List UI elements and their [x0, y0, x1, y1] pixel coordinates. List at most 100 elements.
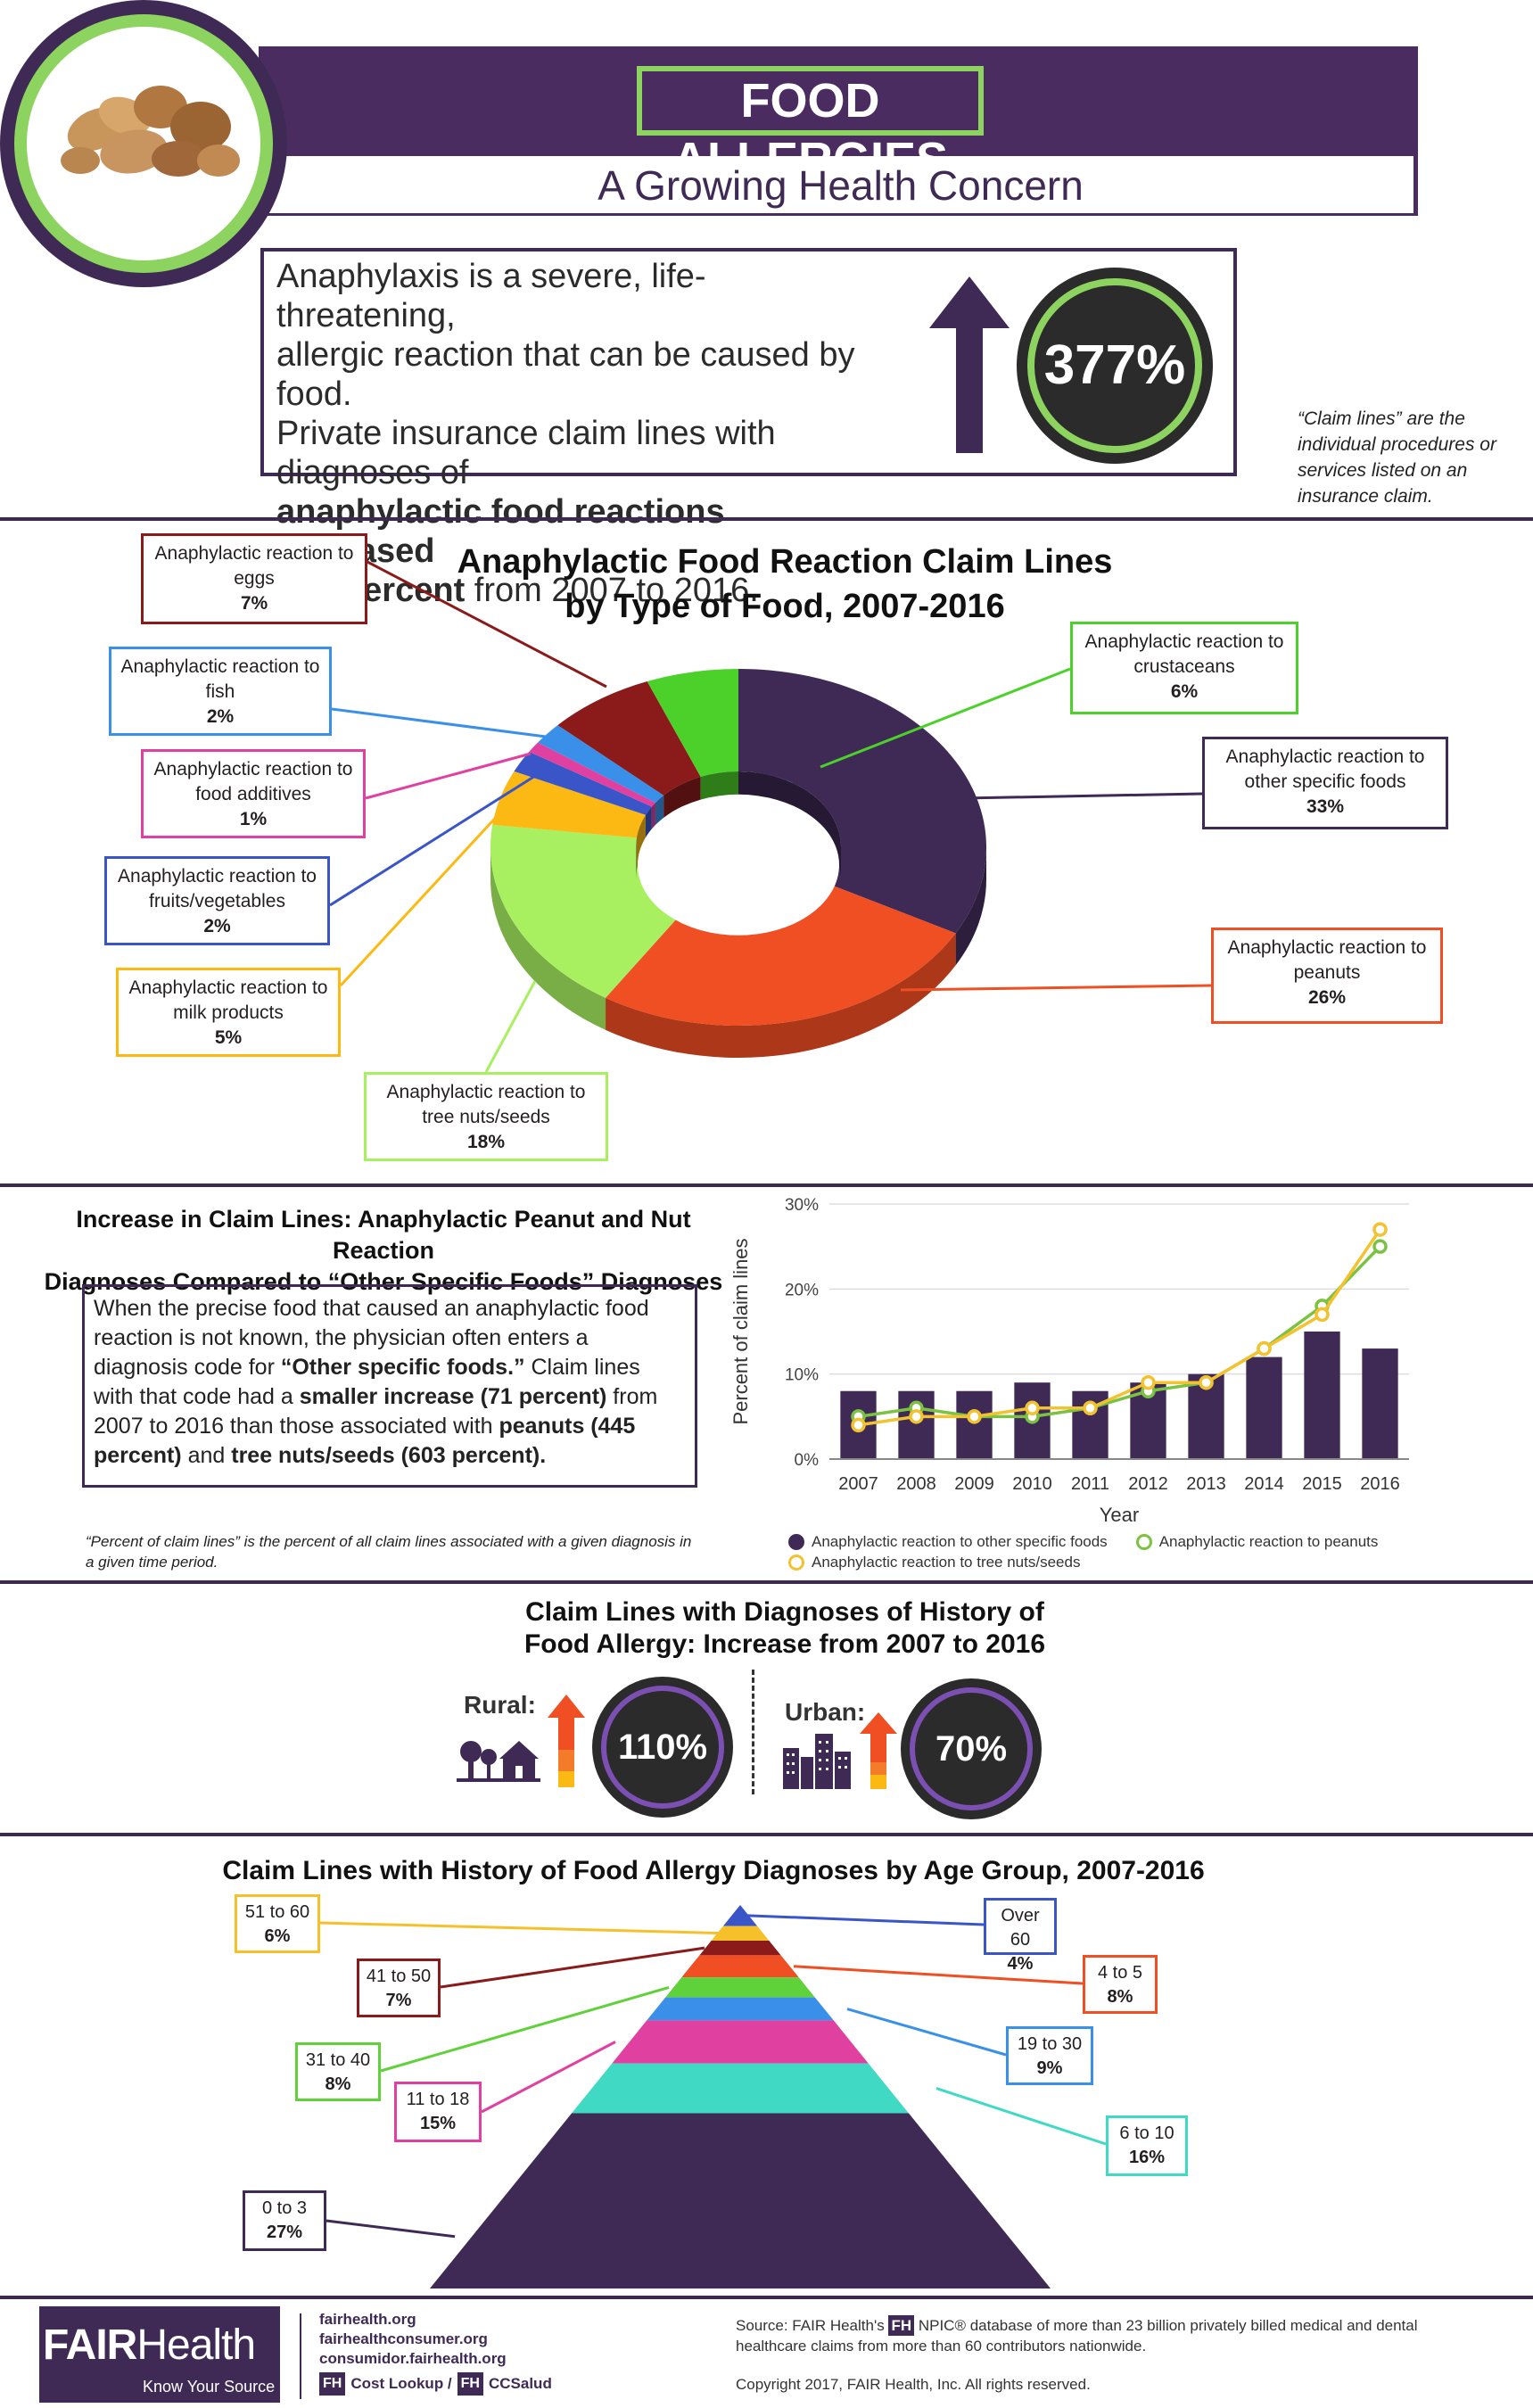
- increase-textbox: When the precise food that caused an ana…: [82, 1284, 697, 1488]
- callout-text: Anaphylactic reaction to: [1084, 631, 1284, 652]
- age-label: 4 to 5: [1097, 1963, 1143, 1983]
- callout-pct: 1%: [239, 809, 268, 829]
- leader-line: [820, 667, 1071, 769]
- source-text: Source: FAIR Health's: [736, 2317, 889, 2334]
- pyramid-leader-line: [326, 2219, 456, 2239]
- link-fairhealth[interactable]: fairhealth.org: [319, 2311, 416, 2328]
- link-fairhealthconsumer[interactable]: fairhealthconsumer.org: [319, 2330, 488, 2347]
- cost-lookup-link[interactable]: Cost Lookup /: [350, 2375, 452, 2392]
- bar: [1304, 1332, 1340, 1459]
- divider: [0, 1183, 1533, 1187]
- callout-pct: 5%: [214, 1027, 243, 1048]
- intro-line: allergic reaction that can be caused by …: [276, 336, 855, 413]
- legend-label: Anaphylactic reaction to other specific …: [812, 1533, 1108, 1550]
- callout-text: Anaphylactic reaction to: [118, 866, 317, 887]
- callout-eggs: Anaphylactic reaction to eggs 7%: [141, 533, 367, 624]
- leader-line: [962, 792, 1203, 800]
- urban-up-arrow-icon: [860, 1712, 897, 1789]
- x-tick-label: 2014: [1244, 1474, 1284, 1494]
- age-label: 31 to 40: [305, 2050, 371, 2070]
- ccsalud-link[interactable]: CCSalud: [488, 2375, 552, 2392]
- divider: [0, 517, 1533, 521]
- callout-food-additives: Anaphylactic reaction to food additives …: [141, 749, 366, 838]
- age-pct: 9%: [1036, 2058, 1063, 2078]
- y-tick-label: 10%: [785, 1366, 819, 1385]
- donut-slice: [738, 669, 986, 934]
- callout-text: Anaphylactic reaction to: [120, 656, 320, 677]
- series-point: [909, 1409, 924, 1424]
- urban-label: Urban:: [785, 1698, 866, 1726]
- age-box-0-to-3: 0 to 3 27%: [243, 2190, 326, 2251]
- logo-fair: FAIR: [43, 2321, 137, 2369]
- donut-title-line: Anaphylactic Food Reaction Claim Lines: [457, 543, 1113, 581]
- history-divider: [752, 1670, 754, 1794]
- intro-line: Anaphylaxis is a severe, life-threatenin…: [276, 258, 706, 334]
- age-pct: 7%: [385, 1991, 412, 2010]
- series-point: [1025, 1400, 1040, 1416]
- x-tick-label: 2008: [896, 1474, 936, 1494]
- callout-fruits-vegetables: Anaphylactic reaction to fruits/vegetabl…: [104, 856, 330, 945]
- age-label: 41 to 50: [366, 1967, 432, 1986]
- increase-text: and: [181, 1443, 232, 1468]
- chart-legend: Anaphylactic reaction to other specific …: [788, 1531, 1520, 1572]
- x-tick-label: 2013: [1186, 1474, 1226, 1494]
- x-tick-label: 2015: [1302, 1474, 1342, 1494]
- callout-peanuts: Anaphylactic reaction to peanuts 26%: [1211, 928, 1443, 1024]
- leader-line: [365, 752, 532, 800]
- x-tick-label: 2009: [954, 1474, 994, 1494]
- series-point: [1372, 1222, 1388, 1237]
- donut-slice: [529, 742, 655, 807]
- callout-milk-products: Anaphylactic reaction to milk products 5…: [116, 968, 341, 1057]
- callout-text: Anaphylactic reaction to: [386, 1082, 586, 1102]
- age-box-11-to-18: 11 to 18 15%: [394, 2082, 482, 2142]
- leader-line: [329, 774, 536, 907]
- fair-health-logo: FAIRHealth Know Your Source: [39, 2306, 280, 2403]
- up-arrow-icon: [929, 276, 1010, 453]
- footer-links: fairhealth.org fairhealthconsumer.org co…: [319, 2310, 552, 2396]
- legend-swatch-ring: [788, 1554, 804, 1571]
- nuts-image: [27, 27, 260, 260]
- rural-up-arrow-icon: [548, 1695, 585, 1787]
- series-point: [1141, 1374, 1156, 1390]
- logo-health: Health: [136, 2321, 256, 2369]
- pyramid-band: [699, 1940, 781, 1956]
- divider: [0, 1833, 1533, 1836]
- callout-text: Anaphylactic reaction to: [154, 543, 354, 564]
- subtitle-bar: [268, 156, 1413, 213]
- age-box-41-to-50: 41 to 50 7%: [357, 1959, 441, 2017]
- series-point: [851, 1417, 866, 1433]
- callout-pct: 26%: [1307, 987, 1347, 1008]
- age-box-51-to-60: 51 to 60 6%: [235, 1894, 320, 1953]
- legend-item-other: Anaphylactic reaction to other specific …: [788, 1531, 1108, 1552]
- y-tick-label: 30%: [785, 1196, 819, 1215]
- age-pct: 8%: [325, 2074, 351, 2094]
- intro-line: Private insurance claim lines with diagn…: [276, 415, 776, 491]
- series-line: [858, 1245, 1381, 1419]
- pyramid-band: [722, 1905, 758, 1926]
- donut-chart: [329, 560, 1212, 1073]
- callout-pct: 6%: [1170, 681, 1199, 702]
- legend-swatch-dot: [788, 1533, 804, 1550]
- increase-footnote: “Percent of claim lines” is the percent …: [86, 1533, 692, 1571]
- callout-text: Anaphylactic reaction to: [128, 977, 328, 998]
- pyramid-leader-line: [935, 2087, 1107, 2146]
- age-label: 0 to 3: [261, 2198, 308, 2218]
- link-consumidor[interactable]: consumidor.fairhealth.org: [319, 2350, 507, 2367]
- page-title: FOOD ALLERGIES: [637, 66, 984, 186]
- increase-bold: smaller increase (71 percent): [299, 1384, 607, 1409]
- age-box-6-to-10: 6 to 10 16%: [1106, 2115, 1188, 2176]
- donut-slice-side: [490, 847, 606, 1030]
- callout-text: peanuts: [1293, 962, 1361, 983]
- age-label: 19 to 30: [1017, 2034, 1083, 2054]
- increase-title-line: Increase in Claim Lines: Anaphylactic Pe…: [76, 1206, 691, 1264]
- legend-label: Anaphylactic reaction to peanuts: [1158, 1533, 1379, 1550]
- age-label: 11 to 18: [406, 2090, 470, 2109]
- intro-box: [260, 248, 1237, 476]
- callout-pct: 2%: [203, 916, 231, 936]
- rural-stat-ring: [601, 1686, 724, 1809]
- callout-text: other specific foods: [1244, 771, 1406, 792]
- increase-bold: peanuts (445 percent): [94, 1414, 636, 1468]
- callout-pct: 2%: [206, 706, 235, 727]
- y-axis-label: Percent of claim lines: [729, 1238, 752, 1424]
- callout-pct: 7%: [240, 593, 268, 614]
